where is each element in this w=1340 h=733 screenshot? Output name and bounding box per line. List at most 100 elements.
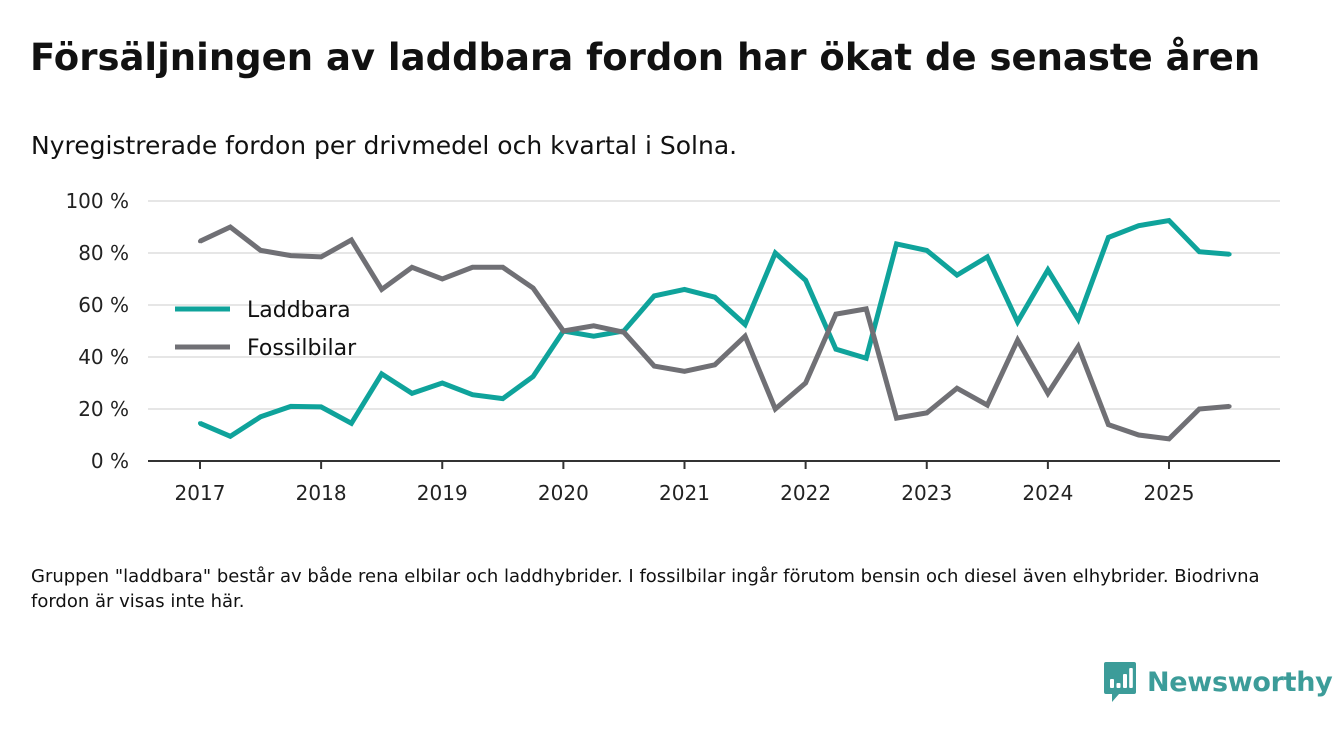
line-chart: 0 % 20 % 40 % 60 % 80 % 100 % 2017 2018 2019 202…	[65, 189, 1280, 505]
data-point	[591, 323, 596, 328]
data-point	[561, 329, 566, 333]
data-point	[833, 312, 838, 317]
y-axis-tick-labels: 0 % 20 % 40 % 60 % 80 % 100 %	[65, 189, 129, 473]
data-point	[682, 287, 687, 292]
x-tick-label: 2024	[1022, 481, 1073, 505]
data-point	[773, 407, 778, 411]
data-point	[864, 356, 869, 361]
data-point	[924, 248, 929, 253]
chart-subtitle: Nyregistrerade fordon per drivmedel och …	[31, 131, 738, 160]
data-point	[955, 273, 959, 278]
x-tick-label: 2019	[417, 481, 468, 505]
data-point	[198, 239, 202, 244]
data-point	[1167, 436, 1171, 441]
data-point	[1227, 404, 1232, 409]
data-point	[712, 362, 717, 367]
logo-bar	[1123, 674, 1127, 688]
y-tick-label: 40 %	[78, 345, 129, 369]
y-tick-label: 60 %	[78, 293, 129, 317]
series-lines	[198, 217, 1232, 442]
data-point	[500, 265, 505, 270]
data-point	[379, 287, 384, 292]
series-laddbara	[198, 217, 1232, 440]
data-point	[470, 265, 475, 270]
data-point	[1015, 338, 1020, 343]
data-point	[1136, 433, 1141, 437]
data-point	[955, 386, 959, 391]
data-point	[743, 334, 748, 339]
data-point	[288, 253, 293, 258]
brand-name: Newsworthy	[1147, 666, 1333, 698]
data-point	[803, 381, 808, 385]
data-point	[228, 225, 233, 229]
data-point	[349, 421, 354, 426]
data-point	[410, 265, 414, 270]
data-point	[531, 374, 536, 379]
x-axis: 2017 2018 2019 2020 2021 2022 2023 2024 2025	[148, 460, 1280, 505]
series-fossilbilar	[198, 224, 1232, 442]
data-point	[985, 403, 990, 408]
data-point	[773, 251, 778, 255]
legend-item-fossilbilar: Fossilbilar	[175, 336, 357, 361]
data-point	[349, 238, 354, 242]
data-point	[228, 434, 233, 439]
data-point	[1106, 235, 1111, 240]
x-tick-label: 2017	[175, 481, 226, 505]
data-point	[1167, 218, 1171, 223]
data-point	[621, 330, 626, 335]
data-point	[440, 277, 445, 281]
y-tick-label: 80 %	[78, 241, 129, 265]
data-point	[894, 416, 899, 421]
data-point	[803, 278, 808, 283]
data-point	[1197, 407, 1202, 411]
data-point	[1015, 319, 1020, 324]
footnote: Gruppen "laddbara" består av både rena e…	[31, 566, 1260, 612]
data-point	[591, 334, 596, 339]
data-point	[531, 286, 536, 291]
x-tick-label: 2020	[538, 481, 589, 505]
data-point	[440, 381, 445, 385]
data-point	[1076, 317, 1081, 322]
data-point	[712, 295, 717, 300]
legend-label: Laddbara	[247, 298, 351, 323]
legend: Laddbara Fossilbilar	[175, 298, 357, 361]
data-point	[258, 248, 263, 253]
data-point	[864, 306, 869, 311]
data-point	[652, 293, 657, 298]
series-line-fossilbilar	[198, 224, 1230, 442]
logo-bar	[1116, 683, 1121, 688]
data-point	[1136, 223, 1141, 228]
y-tick-label: 0 %	[91, 449, 129, 473]
data-point	[652, 364, 657, 369]
data-point	[500, 396, 505, 401]
x-tick-label: 2021	[659, 481, 710, 505]
data-point	[743, 322, 748, 327]
data-point	[379, 371, 384, 376]
y-tick-label: 100 %	[65, 189, 129, 213]
data-point	[985, 254, 990, 259]
data-point	[319, 254, 324, 259]
data-point	[288, 404, 293, 409]
data-point	[1227, 252, 1232, 257]
data-point	[470, 392, 475, 397]
data-point	[1076, 344, 1081, 349]
x-tick-label: 2018	[296, 481, 347, 505]
bar-chart-icon	[1104, 662, 1136, 702]
legend-item-laddbara: Laddbara	[175, 298, 351, 323]
logo-bar	[1110, 679, 1114, 688]
data-point	[1045, 391, 1050, 396]
data-point	[198, 421, 202, 426]
logo-badge	[1104, 662, 1136, 702]
y-tick-label: 20 %	[78, 397, 129, 421]
logo-bar	[1129, 668, 1133, 688]
x-tick-label: 2022	[780, 481, 831, 505]
data-point	[258, 414, 263, 419]
legend-label: Fossilbilar	[247, 336, 357, 361]
x-tick-label: 2023	[901, 481, 952, 505]
x-tick-label: 2025	[1144, 481, 1195, 505]
newsworthy-logo: Newsworthy	[1104, 662, 1333, 702]
gridlines	[148, 200, 1280, 410]
data-point	[1045, 267, 1050, 272]
data-point	[833, 347, 838, 352]
data-point	[410, 391, 414, 396]
